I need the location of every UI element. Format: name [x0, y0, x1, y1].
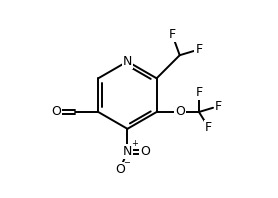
- Text: O: O: [140, 145, 150, 158]
- Text: O: O: [51, 106, 61, 118]
- Text: F: F: [168, 28, 176, 41]
- Text: O: O: [175, 106, 185, 118]
- Text: F: F: [195, 43, 202, 56]
- Text: N: N: [123, 145, 132, 158]
- Text: −: −: [123, 158, 130, 167]
- Text: O: O: [115, 163, 125, 176]
- Text: +: +: [131, 139, 138, 148]
- Text: F: F: [205, 121, 212, 134]
- Text: F: F: [195, 86, 202, 99]
- Text: N: N: [123, 55, 132, 68]
- Text: F: F: [215, 100, 222, 113]
